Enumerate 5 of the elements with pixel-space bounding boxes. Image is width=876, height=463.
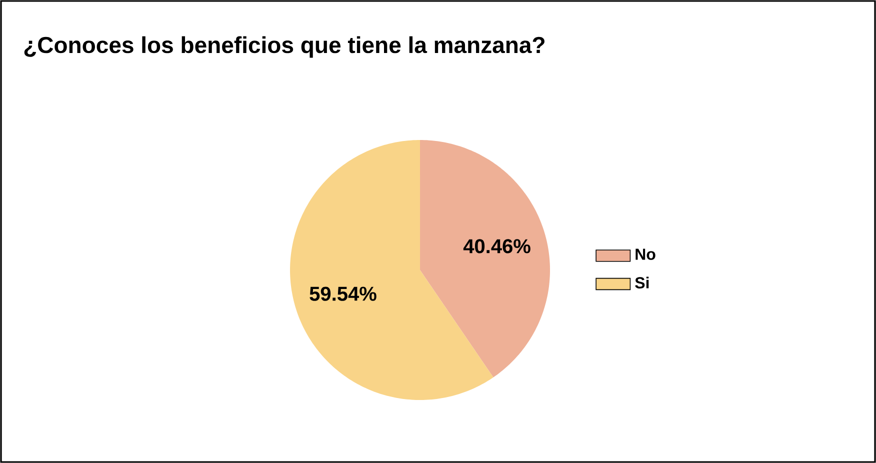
legend-label: Si bbox=[635, 276, 649, 288]
legend-label: No bbox=[636, 248, 656, 260]
chart-title: ¿Conoces los beneficios que tiene la manzana? bbox=[24, 36, 544, 58]
data-label: 59.54% bbox=[310, 286, 376, 301]
data-label: 40.46% bbox=[463, 239, 530, 254]
